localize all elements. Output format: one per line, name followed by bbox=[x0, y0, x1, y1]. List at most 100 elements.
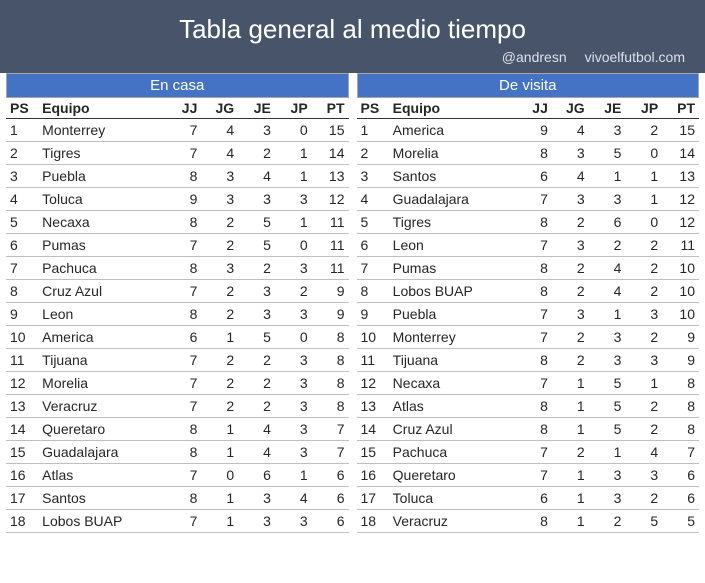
table-row: 1America943215 bbox=[357, 119, 700, 142]
cell-ps: 4 bbox=[6, 188, 38, 211]
cell-pt: 14 bbox=[312, 142, 349, 165]
cell-jp: 2 bbox=[625, 280, 662, 303]
cell-jg: 3 bbox=[201, 257, 238, 280]
cell-equipo: Queretaro bbox=[389, 464, 515, 487]
cell-equipo: America bbox=[38, 326, 164, 349]
cell-je: 3 bbox=[238, 303, 275, 326]
table-row: 15Pachuca72147 bbox=[357, 441, 700, 464]
cell-jj: 8 bbox=[515, 142, 552, 165]
cell-pt: 9 bbox=[312, 280, 349, 303]
cell-pt: 8 bbox=[662, 418, 699, 441]
cell-ps: 8 bbox=[6, 280, 38, 303]
cell-jg: 1 bbox=[552, 395, 589, 418]
col-jj: JJ bbox=[165, 98, 202, 119]
cell-jg: 2 bbox=[201, 211, 238, 234]
cell-jj: 7 bbox=[515, 188, 552, 211]
cell-jj: 7 bbox=[165, 349, 202, 372]
cell-pt: 13 bbox=[662, 165, 699, 188]
cell-je: 5 bbox=[238, 326, 275, 349]
tables-container: En casa PS Equipo JJ JG JE JP PT 1Monter… bbox=[0, 73, 705, 533]
cell-equipo: Leon bbox=[389, 234, 515, 257]
cell-je: 4 bbox=[238, 165, 275, 188]
cell-pt: 9 bbox=[312, 303, 349, 326]
cell-je: 3 bbox=[238, 119, 275, 142]
cell-jp: 5 bbox=[625, 510, 662, 533]
table-row: 8Cruz Azul72329 bbox=[6, 280, 349, 303]
page-title: Tabla general al medio tiempo bbox=[0, 14, 705, 45]
cell-je: 1 bbox=[589, 303, 626, 326]
cell-pt: 11 bbox=[662, 234, 699, 257]
cell-je: 6 bbox=[238, 464, 275, 487]
cell-ps: 14 bbox=[357, 418, 389, 441]
cell-jp: 3 bbox=[275, 257, 312, 280]
cell-ps: 10 bbox=[6, 326, 38, 349]
cell-jp: 1 bbox=[625, 188, 662, 211]
col-equipo: Equipo bbox=[389, 98, 515, 119]
cell-equipo: Atlas bbox=[38, 464, 164, 487]
cell-ps: 1 bbox=[6, 119, 38, 142]
cell-pt: 5 bbox=[662, 510, 699, 533]
table-header-row: PS Equipo JJ JG JE JP PT bbox=[6, 98, 349, 119]
cell-equipo: Necaxa bbox=[389, 372, 515, 395]
cell-ps: 10 bbox=[357, 326, 389, 349]
cell-jj: 7 bbox=[515, 326, 552, 349]
cell-pt: 12 bbox=[662, 211, 699, 234]
col-je: JE bbox=[238, 98, 275, 119]
cell-equipo: Lobos BUAP bbox=[389, 280, 515, 303]
cell-ps: 16 bbox=[357, 464, 389, 487]
cell-jg: 2 bbox=[201, 395, 238, 418]
cell-pt: 8 bbox=[312, 326, 349, 349]
cell-jg: 1 bbox=[552, 510, 589, 533]
cell-je: 4 bbox=[589, 280, 626, 303]
col-jp: JP bbox=[275, 98, 312, 119]
cell-pt: 7 bbox=[312, 441, 349, 464]
cell-jp: 3 bbox=[275, 441, 312, 464]
cell-jp: 1 bbox=[275, 464, 312, 487]
cell-jg: 4 bbox=[201, 142, 238, 165]
cell-jp: 2 bbox=[625, 119, 662, 142]
cell-jp: 2 bbox=[625, 418, 662, 441]
cell-jg: 2 bbox=[201, 280, 238, 303]
table-row: 10America61508 bbox=[6, 326, 349, 349]
cell-ps: 13 bbox=[6, 395, 38, 418]
cell-jg: 1 bbox=[552, 418, 589, 441]
cell-equipo: Cruz Azul bbox=[38, 280, 164, 303]
cell-jg: 1 bbox=[201, 418, 238, 441]
table-row: 11Tijuana82339 bbox=[357, 349, 700, 372]
cell-ps: 16 bbox=[6, 464, 38, 487]
cell-equipo: Lobos BUAP bbox=[38, 510, 164, 533]
away-panel-title: De visita bbox=[357, 73, 700, 98]
cell-ps: 1 bbox=[357, 119, 389, 142]
cell-jg: 1 bbox=[552, 487, 589, 510]
table-row: 5Necaxa825111 bbox=[6, 211, 349, 234]
cell-pt: 15 bbox=[662, 119, 699, 142]
cell-jg: 1 bbox=[552, 464, 589, 487]
table-row: 2Morelia835014 bbox=[357, 142, 700, 165]
cell-ps: 7 bbox=[357, 257, 389, 280]
cell-jp: 3 bbox=[625, 303, 662, 326]
table-row: 5Tigres826012 bbox=[357, 211, 700, 234]
cell-pt: 12 bbox=[312, 188, 349, 211]
cell-ps: 6 bbox=[357, 234, 389, 257]
cell-je: 5 bbox=[589, 372, 626, 395]
cell-jp: 0 bbox=[275, 234, 312, 257]
cell-jp: 1 bbox=[625, 372, 662, 395]
cell-pt: 10 bbox=[662, 280, 699, 303]
table-row: 4Guadalajara733112 bbox=[357, 188, 700, 211]
cell-jg: 1 bbox=[201, 487, 238, 510]
cell-je: 4 bbox=[238, 441, 275, 464]
table-row: 10Monterrey72329 bbox=[357, 326, 700, 349]
cell-jg: 3 bbox=[552, 188, 589, 211]
cell-je: 3 bbox=[238, 280, 275, 303]
cell-equipo: Monterrey bbox=[38, 119, 164, 142]
away-table: PS Equipo JJ JG JE JP PT 1America9432152… bbox=[357, 98, 700, 533]
cell-jg: 2 bbox=[201, 303, 238, 326]
cell-jp: 2 bbox=[275, 280, 312, 303]
cell-jg: 1 bbox=[201, 441, 238, 464]
cell-je: 5 bbox=[589, 395, 626, 418]
cell-jp: 2 bbox=[625, 234, 662, 257]
home-table: PS Equipo JJ JG JE JP PT 1Monterrey74301… bbox=[6, 98, 349, 533]
cell-pt: 12 bbox=[662, 188, 699, 211]
cell-jp: 3 bbox=[275, 349, 312, 372]
cell-equipo: Tijuana bbox=[38, 349, 164, 372]
